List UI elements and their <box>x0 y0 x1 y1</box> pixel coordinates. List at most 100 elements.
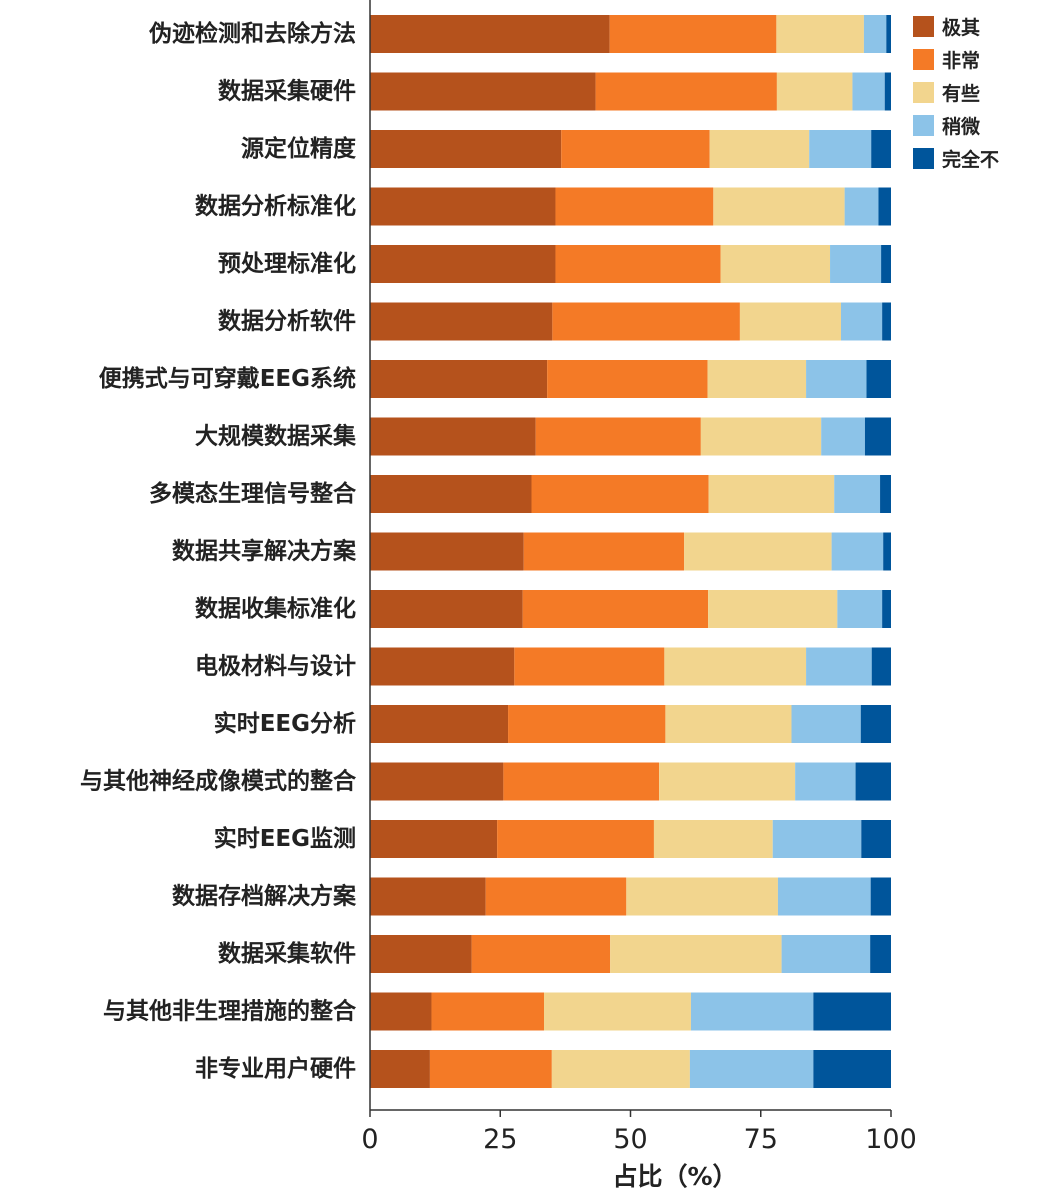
bars-layer <box>370 15 891 1088</box>
bar-segment <box>626 877 778 916</box>
category-label: 数据采集硬件 <box>218 78 356 105</box>
bar-segment <box>370 417 536 456</box>
bar-segment <box>844 187 879 226</box>
x-tick-label: 25 <box>483 1124 517 1155</box>
bar-segment <box>370 187 556 226</box>
bar-segment <box>370 245 556 283</box>
bar-segment <box>508 705 666 743</box>
bar-segment <box>522 590 709 628</box>
bar-segment <box>370 705 509 743</box>
bar-segment <box>689 1050 814 1088</box>
bar-segment <box>880 475 891 513</box>
bar-segment <box>791 705 861 743</box>
bar-segment <box>370 360 548 398</box>
bar-segment <box>551 1050 690 1088</box>
bar-segment <box>886 15 891 53</box>
category-label: 数据收集标准化 <box>195 595 356 622</box>
bar-segment <box>883 532 891 571</box>
bar-segment <box>834 475 881 513</box>
bar-segment <box>806 647 872 686</box>
bar-segment <box>720 245 831 283</box>
bar-segment <box>871 647 891 686</box>
bar-segment <box>544 992 691 1031</box>
bar-segment <box>690 992 814 1031</box>
legend-swatch <box>913 49 934 70</box>
bar-segment <box>855 762 891 801</box>
category-label: 非专业用户硬件 <box>195 1055 356 1082</box>
bar-segment <box>713 187 845 226</box>
category-label: 实时EEG监测 <box>214 825 356 852</box>
bar-segment <box>370 1050 430 1088</box>
legend-swatch <box>913 16 934 37</box>
bar-segment <box>772 820 862 858</box>
bar-segment <box>821 417 865 456</box>
x-tick-label: 75 <box>744 1124 778 1155</box>
bar-segment <box>882 590 891 628</box>
bar-segment <box>561 130 710 168</box>
category-label: 伪迹检测和去除方法 <box>148 20 356 47</box>
bar-segment <box>485 877 627 916</box>
bar-segment <box>866 360 891 398</box>
bar-segment <box>531 475 709 513</box>
x-tick-label: 0 <box>361 1124 378 1155</box>
legend-label: 非常 <box>942 49 980 72</box>
legend-swatch <box>913 82 934 103</box>
bar-segment <box>809 130 872 168</box>
bar-segment <box>881 245 891 283</box>
category-label: 电极材料与设计 <box>195 654 356 680</box>
bar-segment <box>610 935 782 973</box>
category-label: 多模态生理信号整合 <box>149 480 357 507</box>
category-label: 与其他神经成像模式的整合 <box>80 768 357 795</box>
bar-segment <box>709 130 810 168</box>
bar-segment <box>871 130 891 168</box>
bar-segment <box>535 417 701 456</box>
bar-segment <box>370 72 596 111</box>
bar-segment <box>813 1050 891 1088</box>
category-label: 数据分析软件 <box>218 308 356 335</box>
bar-segment <box>884 72 891 111</box>
bar-segment <box>664 647 807 686</box>
bar-segment <box>776 72 853 111</box>
category-label: 数据存档解决方案 <box>172 883 357 910</box>
bar-segment <box>830 245 882 283</box>
bar-segment <box>370 532 524 571</box>
bar-segment <box>860 705 891 743</box>
bar-segment <box>665 705 792 743</box>
legend-label: 完全不 <box>942 148 999 171</box>
bar-segment <box>813 992 891 1031</box>
bar-segment <box>831 532 884 571</box>
category-labels: 伪迹检测和去除方法数据采集硬件源定位精度数据分析标准化预处理标准化数据分析软件便… <box>80 20 357 1082</box>
category-label: 与其他非生理措施的整合 <box>103 998 357 1025</box>
bar-segment <box>777 877 871 916</box>
legend-label: 有些 <box>942 82 980 105</box>
bar-segment <box>595 72 777 111</box>
bar-segment <box>684 532 832 571</box>
bar-segment <box>555 187 714 226</box>
bar-segment <box>370 820 498 858</box>
legend-swatch <box>913 148 934 169</box>
bar-segment <box>370 475 532 513</box>
bar-segment <box>840 302 883 341</box>
bar-segment <box>852 72 885 111</box>
bar-segment <box>497 820 654 858</box>
bar-segment <box>707 360 807 398</box>
category-label: 源定位精度 <box>241 135 357 162</box>
category-label: 预处理标准化 <box>218 250 356 277</box>
category-label: 数据分析标准化 <box>195 193 356 220</box>
bar-segment <box>609 15 777 53</box>
bar-segment <box>370 130 562 168</box>
category-label: 大规模数据采集 <box>195 423 357 450</box>
bar-segment <box>739 302 841 341</box>
bar-segment <box>471 935 611 973</box>
bar-segment <box>429 1050 552 1088</box>
bar-segment <box>870 935 891 973</box>
bar-segment <box>370 15 610 53</box>
bar-segment <box>708 590 838 628</box>
bar-segment <box>370 302 553 341</box>
bar-segment <box>837 590 883 628</box>
category-label: 数据共享解决方案 <box>172 538 357 565</box>
category-label: 数据采集软件 <box>218 940 356 967</box>
